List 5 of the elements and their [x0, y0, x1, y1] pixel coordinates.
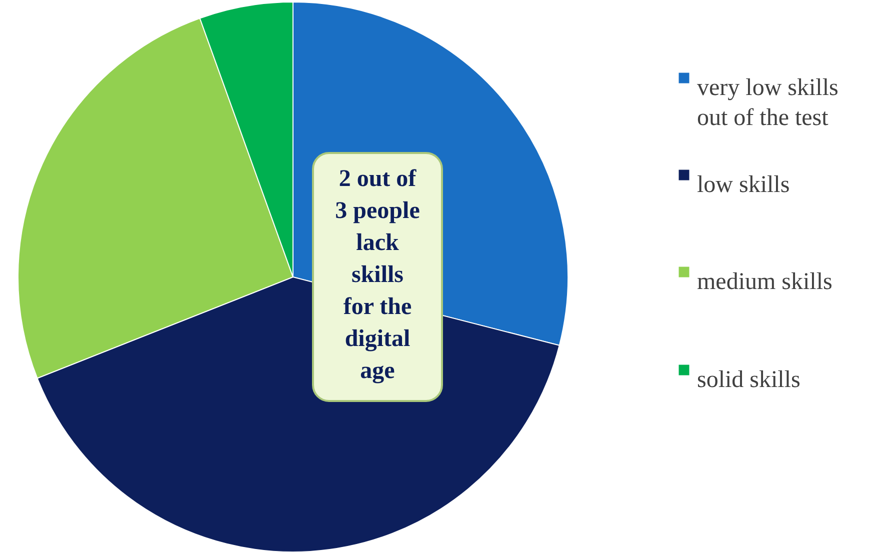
legend-label: low skills [697, 172, 790, 198]
text: 2 out of 3 people lack skills for the digital age [335, 166, 420, 384]
legend-label: very low skills out of the test [697, 75, 838, 131]
legend-label: medium skills [697, 269, 832, 295]
legend-label: solid skills [697, 367, 800, 393]
